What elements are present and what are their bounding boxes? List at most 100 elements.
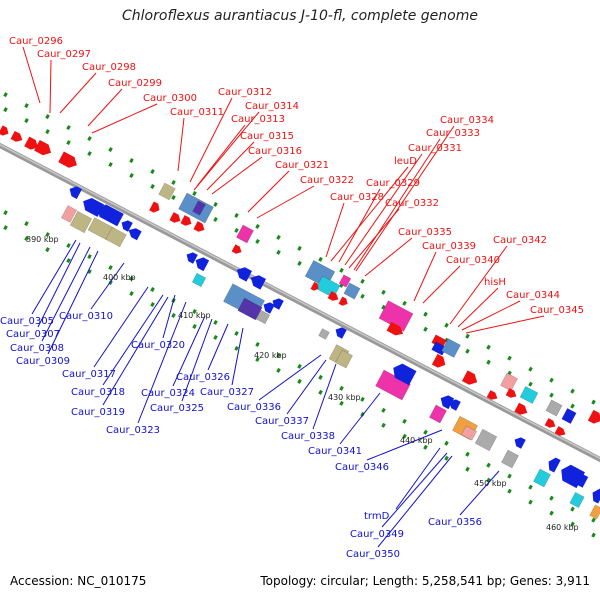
plus-label-leader [353, 138, 441, 271]
gene-box [461, 425, 477, 441]
tick-mark [591, 532, 596, 538]
plus-label-leader [87, 88, 123, 127]
plus-gene-label: Caur_0332 [385, 198, 439, 209]
scale-label: 440 kbp [400, 436, 433, 445]
tick-mark [528, 366, 533, 372]
tick-mark [255, 356, 260, 362]
tick-mark [549, 510, 554, 516]
plus-label-leader [413, 251, 437, 302]
plus-label-leader [22, 46, 41, 104]
plus-label-leader [256, 185, 315, 219]
tick-mark [591, 399, 596, 405]
minus-label-leader [207, 323, 229, 371]
gene-arrow-forward [34, 139, 52, 156]
gene-arrow-reverse [449, 399, 461, 411]
tick-mark [465, 451, 470, 457]
plus-gene-label: leuD [394, 156, 417, 167]
tick-mark [528, 381, 533, 387]
genome-summary-text: Topology: circular; Length: 5,258,541 bp… [260, 574, 590, 588]
plus-gene-label: Caur_0322 [300, 175, 354, 186]
minus-gene-label: Caur_0326 [176, 372, 230, 383]
plus-gene-label: Caur_0329 [366, 178, 420, 189]
plus-label-leader [91, 103, 158, 134]
gene-box [69, 210, 93, 234]
gene-arrow-forward [462, 370, 478, 385]
gene-box [561, 408, 577, 424]
tick-mark [150, 302, 155, 307]
minus-gene-label: Caur_0305 [0, 316, 54, 327]
tick-mark [3, 210, 8, 216]
plus-gene-label: Caur_0340 [446, 255, 500, 266]
gene-arrow-forward [544, 418, 556, 428]
plus-label-leader [206, 141, 255, 191]
gene-arrow-forward [386, 321, 404, 336]
gene-box [338, 274, 352, 288]
minus-gene-label: Caur_0323 [106, 425, 160, 436]
tick-mark [24, 221, 29, 227]
plus-label-leader [330, 166, 409, 262]
plus-label-leader [189, 97, 233, 183]
minus-label-leader [381, 452, 448, 528]
gene-box [569, 492, 585, 508]
gene-box [105, 226, 127, 248]
gene-arrow-forward [431, 353, 446, 368]
plus-gene-label: Caur_0344 [506, 290, 560, 301]
plus-gene-label: Caur_0321 [275, 160, 329, 171]
plus-gene-label: Caur_0339 [422, 241, 476, 252]
plus-label-leader [325, 202, 345, 258]
tick-mark [360, 278, 365, 284]
tick-mark [108, 147, 113, 153]
tick-mark [549, 377, 554, 383]
minus-gene-label: Caur_0307 [6, 329, 60, 340]
minus-gene-label: Caur_0318 [71, 387, 125, 398]
gene-arrow-reverse [335, 327, 347, 339]
gene-arrow-forward [338, 296, 348, 306]
minus-label-leader [286, 359, 327, 415]
tick-mark [339, 267, 344, 273]
minus-label-leader [366, 429, 443, 461]
minus-gene-label: Caur_0310 [59, 311, 113, 322]
gene-arrow-forward [180, 215, 192, 226]
plus-gene-label: Caur_0315 [240, 131, 294, 142]
gene-arrow-reverse [250, 275, 266, 290]
tick-mark [528, 499, 533, 505]
plus-label-leader [355, 125, 455, 272]
minus-label-leader [395, 447, 441, 510]
minus-gene-label: Caur_0338 [281, 431, 335, 442]
minus-label-leader [339, 392, 381, 445]
tick-mark [570, 388, 575, 394]
gene-box [589, 504, 600, 520]
gene-arrow-forward [310, 281, 319, 291]
gene-arrow-reverse [69, 186, 82, 199]
tick-mark [129, 158, 134, 163]
plus-label-leader [465, 315, 545, 334]
gene-arrow-forward [514, 402, 528, 415]
gene-arrow-reverse [393, 363, 417, 386]
minus-gene-label: Caur_0341 [308, 446, 362, 457]
tick-mark [528, 484, 533, 490]
plus-label-leader [49, 59, 52, 114]
plus-gene-label: Caur_0314 [245, 101, 299, 112]
minus-label-leader [31, 239, 77, 315]
tick-mark [24, 236, 29, 242]
gene-arrow-reverse [514, 437, 526, 449]
tick-mark [234, 227, 239, 233]
tick-mark [339, 400, 344, 406]
gene-arrow-reverse [576, 474, 589, 488]
backbone-highlight [0, 143, 600, 460]
tick-mark [465, 466, 470, 472]
tick-mark [87, 151, 92, 157]
gene-box [429, 404, 447, 424]
tick-mark [192, 309, 197, 314]
tick-mark [108, 162, 113, 168]
minus-label-leader [312, 363, 337, 430]
tick-mark [381, 289, 386, 295]
tick-mark [549, 392, 554, 398]
plus-label-leader [193, 111, 260, 191]
tick-mark [213, 319, 218, 325]
tick-mark [360, 396, 365, 402]
minus-label-leader [90, 262, 125, 310]
tick-mark [297, 363, 302, 369]
gene-box [315, 275, 341, 299]
